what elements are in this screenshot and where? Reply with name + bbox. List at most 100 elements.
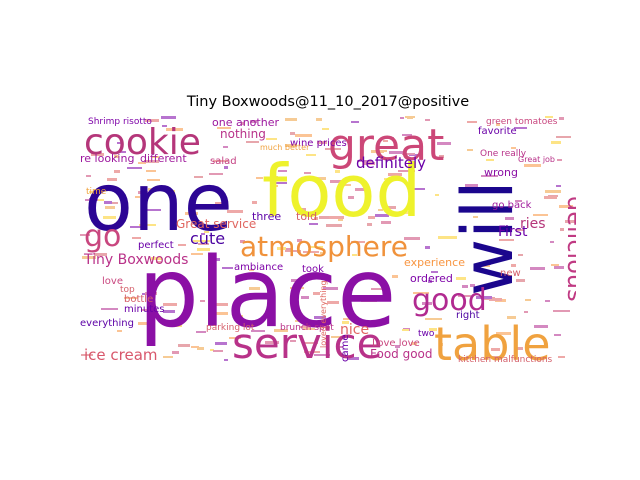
word-go-back: go back <box>492 200 532 211</box>
filler-texture <box>80 116 576 361</box>
filler-mark <box>132 237 141 239</box>
filler-mark <box>277 247 286 250</box>
filler-mark <box>559 205 573 208</box>
filler-mark <box>147 179 160 181</box>
filler-mark <box>161 116 176 119</box>
word-came: came <box>340 334 351 362</box>
word-everything: everything <box>80 318 134 329</box>
filler-mark <box>410 188 425 190</box>
filler-mark <box>389 151 405 154</box>
word-good: good <box>412 283 487 318</box>
word-delicious: delicious <box>562 196 576 302</box>
filler-mark <box>304 351 320 353</box>
word-wine-prices: wine prices <box>290 138 347 149</box>
filler-mark <box>213 350 223 352</box>
filler-mark <box>105 206 115 209</box>
filler-mark <box>80 234 90 236</box>
word-salad: salad <box>210 156 237 167</box>
filler-mark <box>307 177 321 179</box>
filler-mark <box>514 347 523 350</box>
filler-mark <box>227 210 243 213</box>
filler-mark <box>82 256 96 259</box>
filler-mark <box>545 116 553 118</box>
filler-mark <box>327 301 339 304</box>
filler-mark <box>111 202 118 204</box>
word-love-love: Love love <box>372 338 420 349</box>
filler-mark <box>139 224 156 226</box>
filler-mark <box>425 119 430 121</box>
filler-mark <box>217 127 231 129</box>
filler-mark <box>152 156 159 158</box>
filler-mark <box>530 267 545 270</box>
filler-mark <box>213 160 228 162</box>
filler-mark <box>198 243 209 245</box>
filler-mark <box>473 216 478 218</box>
filler-mark <box>343 184 351 186</box>
chart-title: Tiny Boxwoods@11_10_2017@positive <box>186 94 470 110</box>
filler-mark <box>348 196 354 199</box>
filler-mark <box>250 120 257 123</box>
filler-mark <box>395 345 400 348</box>
word-table: table <box>434 317 551 364</box>
filler-mark <box>456 277 466 280</box>
word-time: time <box>86 187 107 197</box>
filler-mark <box>565 220 576 223</box>
filler-mark <box>399 211 413 214</box>
filler-mark <box>439 343 443 346</box>
filler-mark <box>246 141 259 143</box>
filler-mark <box>290 132 295 135</box>
filler-mark <box>178 244 186 246</box>
filler-mark <box>556 136 571 138</box>
filler-mark <box>94 253 107 256</box>
filler-mark <box>297 250 301 253</box>
filler-mark <box>491 348 500 351</box>
filler-mark <box>402 153 415 155</box>
filler-mark <box>559 117 564 120</box>
filler-mark <box>367 223 372 226</box>
filler-mark <box>385 137 394 139</box>
filler-mark <box>297 239 302 242</box>
filler-mark <box>309 223 318 225</box>
filler-mark <box>213 312 228 315</box>
filler-mark <box>556 185 561 187</box>
filler-mark <box>197 248 210 251</box>
filler-mark <box>162 125 167 127</box>
filler-mark <box>381 221 391 224</box>
filler-mark <box>212 303 228 306</box>
filler-mark <box>429 328 437 331</box>
filler-mark <box>496 123 500 126</box>
filler-mark <box>534 325 548 328</box>
filler-mark <box>384 178 394 180</box>
filler-mark <box>197 347 204 350</box>
word-cute: cute <box>190 229 225 248</box>
filler-mark <box>166 128 183 131</box>
filler-mark <box>481 175 498 177</box>
filler-mark <box>130 226 144 228</box>
filler-mark <box>554 266 564 269</box>
filler-mark <box>551 264 559 266</box>
filler-mark <box>223 146 228 148</box>
word-great-job: Great job <box>518 155 555 164</box>
filler-mark <box>89 198 95 201</box>
filler-mark <box>371 288 383 290</box>
filler-mark <box>310 246 323 248</box>
filler-mark <box>101 308 118 310</box>
filler-mark <box>342 321 349 324</box>
filler-mark <box>411 342 417 345</box>
word-ambiance: ambiance <box>234 262 283 273</box>
filler-mark <box>400 117 404 119</box>
filler-mark <box>347 357 359 360</box>
filler-mark <box>545 300 550 302</box>
word-wrong: wrong <box>484 166 518 179</box>
filler-mark <box>285 144 297 147</box>
filler-mark <box>89 191 101 193</box>
filler-mark <box>331 336 348 338</box>
filler-mark <box>511 264 516 267</box>
filler-mark <box>319 216 329 219</box>
filler-mark <box>440 236 457 239</box>
filler-mark <box>335 170 340 173</box>
filler-mark <box>145 119 159 122</box>
filler-mark <box>550 241 554 243</box>
filler-mark <box>295 208 306 211</box>
